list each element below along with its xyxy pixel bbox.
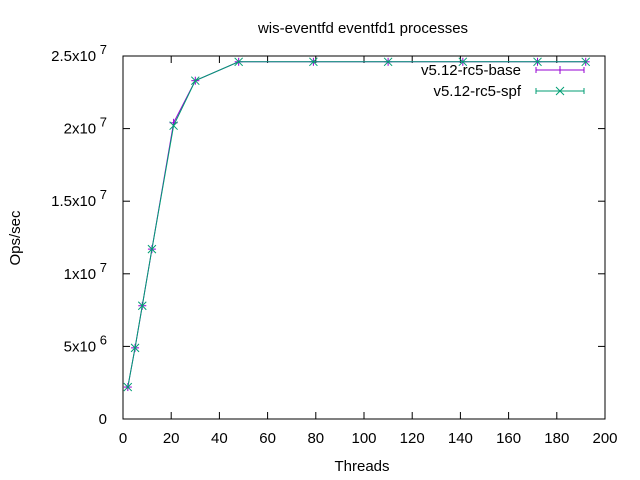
data-point bbox=[309, 57, 318, 67]
x-tick-label: 0 bbox=[119, 430, 127, 447]
x-tick-label: 100 bbox=[351, 430, 376, 447]
data-point bbox=[130, 343, 140, 353]
x-tick-label: 200 bbox=[592, 430, 617, 447]
y-tick-label: 1.5x10 7 bbox=[51, 187, 107, 210]
legend-item: v5.12-rc5-spf bbox=[433, 83, 585, 100]
data-point bbox=[581, 57, 591, 67]
x-tick-label: 180 bbox=[544, 430, 569, 447]
y-tick-label: 0 bbox=[99, 411, 107, 428]
x-tick-label: 60 bbox=[259, 430, 276, 447]
y-tick-labels: 0 5x10 6 1x10 7 1.5x10 7 2x10 7 2.5x10 7 bbox=[51, 42, 107, 428]
legend-item: v5.12-rc5-base bbox=[421, 62, 585, 79]
x-tick-label: 140 bbox=[448, 430, 473, 447]
x-tick-label: 120 bbox=[400, 430, 425, 447]
series-2 bbox=[123, 57, 591, 392]
series-1 bbox=[123, 57, 590, 392]
legend-label: v5.12-rc5-spf bbox=[433, 83, 521, 100]
x-tick-labels: 0 20 40 60 80 100 120 140 160 180 200 bbox=[119, 430, 618, 447]
chart-title: wis-eventfd eventfd1 processes bbox=[257, 20, 468, 37]
data-point bbox=[169, 121, 178, 131]
legend-label: v5.12-rc5-base bbox=[421, 62, 521, 79]
y-tick-label: 1x10 7 bbox=[64, 260, 107, 283]
data-point bbox=[458, 57, 468, 67]
data-point bbox=[383, 57, 393, 67]
y-axis-label: Ops/sec bbox=[7, 210, 24, 266]
data-point bbox=[555, 86, 565, 96]
data-point bbox=[556, 66, 564, 74]
series-line bbox=[127, 61, 586, 388]
plot-frame bbox=[122, 55, 606, 420]
legend: v5.12-rc5-base v5.12-rc5-spf bbox=[421, 62, 585, 100]
data-point bbox=[190, 76, 200, 86]
data-point bbox=[147, 244, 157, 254]
series-line bbox=[127, 61, 586, 388]
x-axis-label: Threads bbox=[334, 458, 389, 475]
y-tick-label: 2x10 7 bbox=[64, 115, 107, 138]
data-point bbox=[123, 382, 133, 392]
data-point bbox=[137, 301, 147, 311]
data-point bbox=[234, 57, 244, 67]
y-tick-label: 5x10 6 bbox=[64, 332, 107, 355]
x-tick-label: 80 bbox=[307, 430, 324, 447]
data-point bbox=[533, 57, 542, 67]
y-tick-label: 2.5x10 7 bbox=[51, 42, 107, 65]
series-layer bbox=[123, 57, 591, 392]
x-tick-label: 160 bbox=[496, 430, 521, 447]
axis-ticks bbox=[122, 55, 606, 420]
x-tick-label: 40 bbox=[211, 430, 228, 447]
x-tick-label: 20 bbox=[163, 430, 180, 447]
